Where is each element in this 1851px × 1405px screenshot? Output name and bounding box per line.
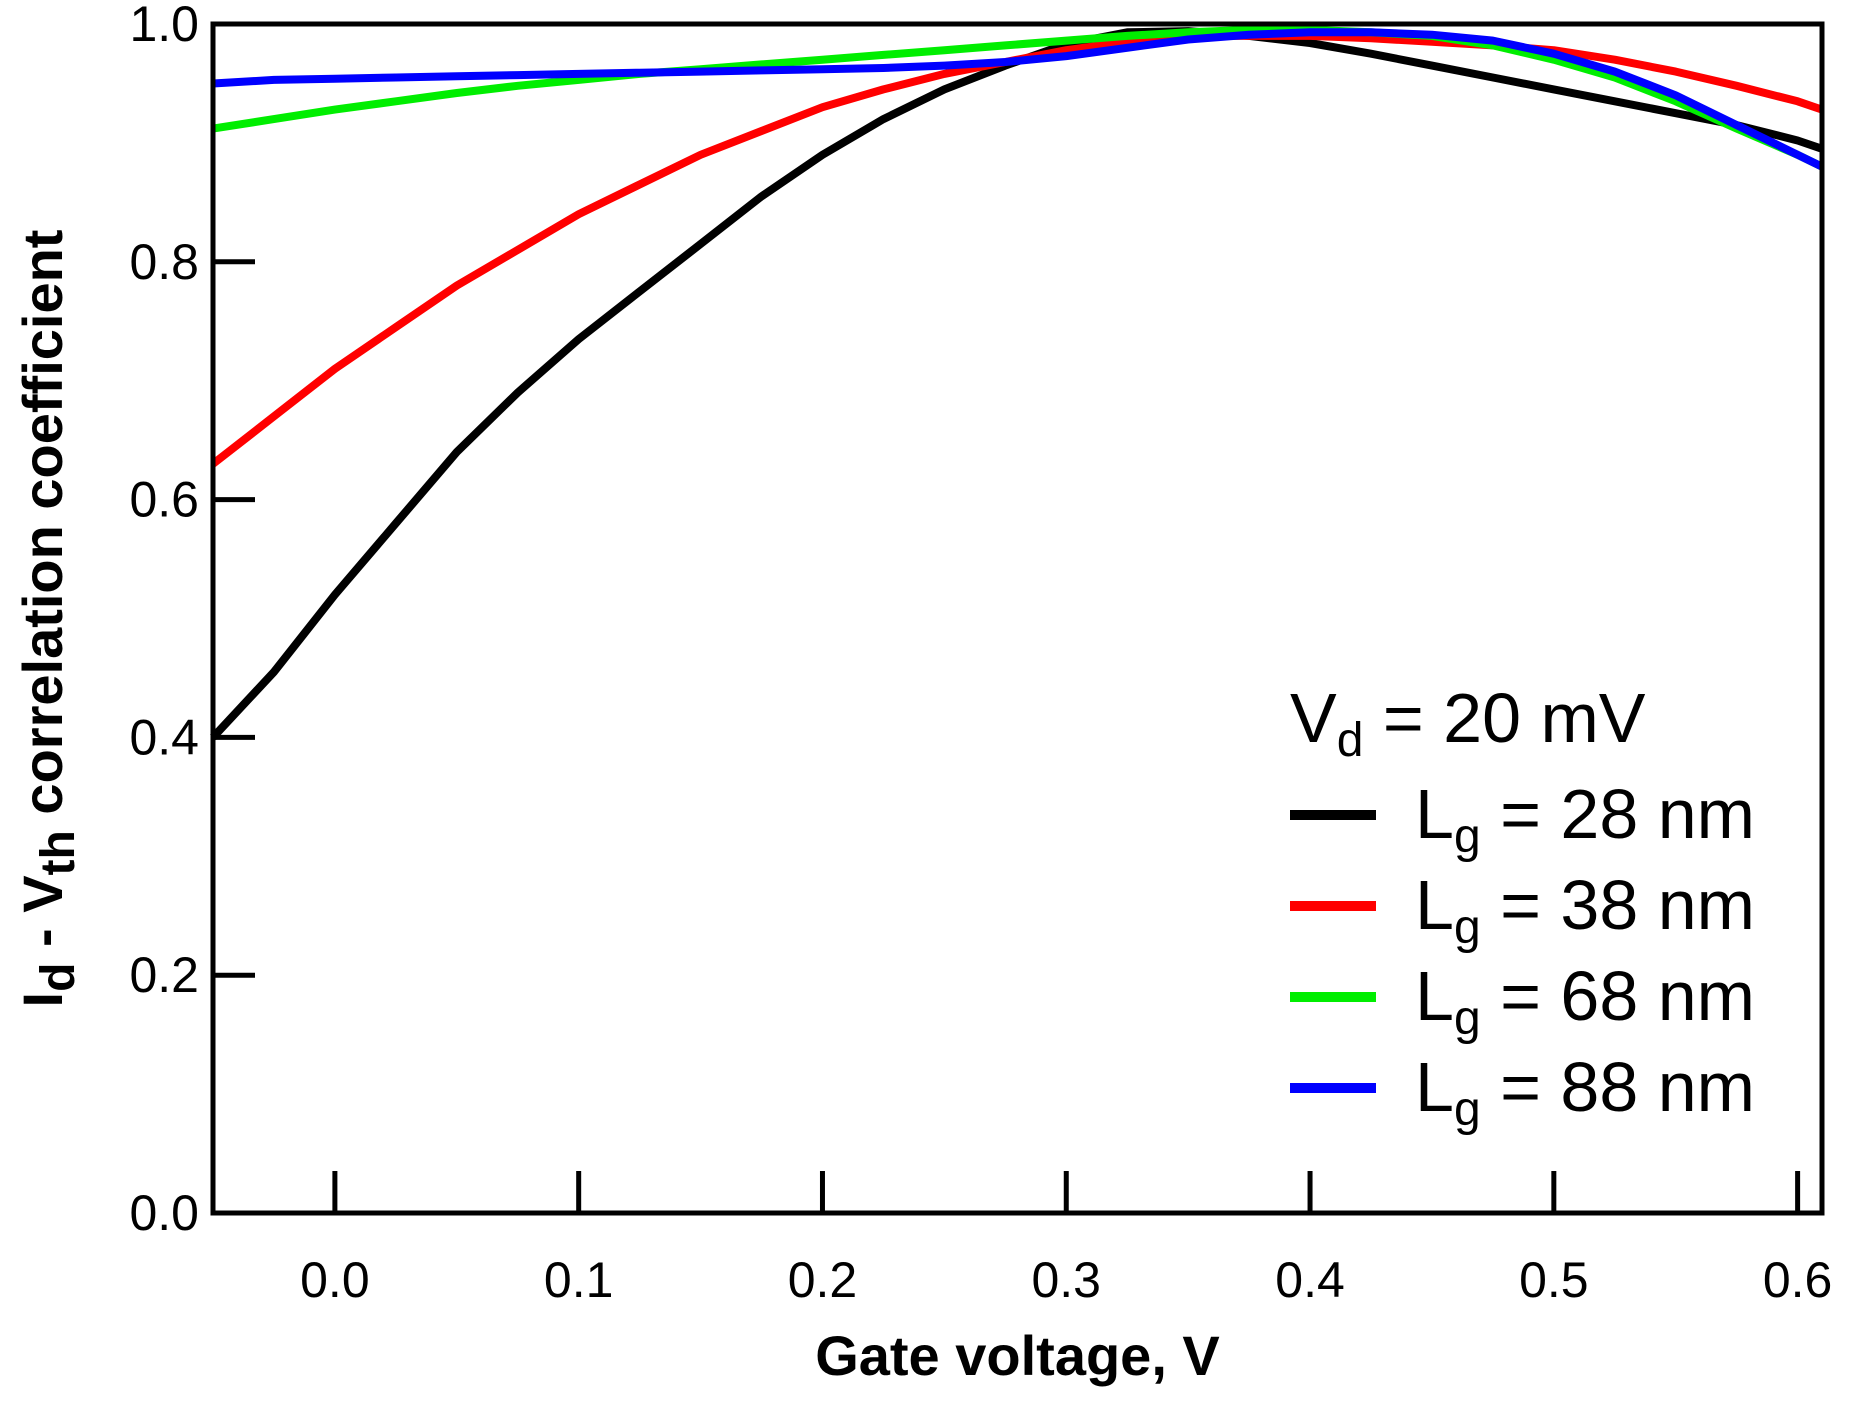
series-layer xyxy=(210,25,1824,741)
legend-label-sub: g xyxy=(1454,992,1481,1045)
ticks-layer: 0.0 0.2 0.4 0.6 0.8 1.0 0.0 0.1 0.2 0.3 0.4 0.5 0.6 xyxy=(129,0,1832,1308)
y-axis-title-sub2: th xyxy=(32,830,85,875)
legend-label-3: Lg = 68 nm xyxy=(1415,957,1755,1045)
y-axis-title-main: I xyxy=(11,992,74,1008)
y-axis-title-sub1: d xyxy=(32,963,85,992)
legend-title-rest: = 20 mV xyxy=(1363,679,1645,757)
legend-title: Vd = 20 mV xyxy=(1290,679,1646,767)
legend-label-rest: = 68 nm xyxy=(1481,957,1755,1035)
y-tick-label: 0.0 xyxy=(129,1185,199,1241)
legend-label-main: L xyxy=(1415,1048,1454,1126)
x-tick-label: 0.5 xyxy=(1519,1252,1589,1308)
y-axis-title-mid: - V xyxy=(11,875,74,962)
y-axis-title: Id - Vth correlation coefficient xyxy=(11,230,85,1008)
legend-label-sub: g xyxy=(1454,810,1481,863)
series-line-3 xyxy=(212,25,1824,171)
series-line-1 xyxy=(210,27,1824,741)
x-tick-label: 0.1 xyxy=(544,1252,614,1308)
x-tick-label: 0.6 xyxy=(1763,1252,1833,1308)
y-tick-label: 0.2 xyxy=(129,947,199,1003)
legend-label-rest: = 28 nm xyxy=(1481,775,1755,853)
x-tick-label: 0.4 xyxy=(1275,1252,1345,1308)
legend-label-4: Lg = 88 nm xyxy=(1415,1048,1755,1136)
legend-label-2: Lg = 38 nm xyxy=(1415,866,1755,954)
legend-label-main: L xyxy=(1415,957,1454,1035)
series-line-2 xyxy=(210,31,1824,468)
plot-frame xyxy=(210,21,1825,1216)
legend-label-main: L xyxy=(1415,775,1454,853)
legend-label-sub: g xyxy=(1454,1083,1481,1136)
y-tick-label: 0.4 xyxy=(129,709,199,765)
legend-label-main: L xyxy=(1415,866,1454,944)
y-tick-label: 1.0 xyxy=(129,0,199,52)
y-axis-title-rest: correlation coefficient xyxy=(11,230,74,831)
y-tick-label: 0.6 xyxy=(129,472,199,528)
x-tick-label: 0.0 xyxy=(300,1252,370,1308)
legend-label-sub: g xyxy=(1454,901,1481,954)
legend-label-1: Lg = 28 nm xyxy=(1415,775,1755,863)
x-tick-label: 0.3 xyxy=(1031,1252,1101,1308)
y-tick-label: 0.8 xyxy=(129,234,199,290)
x-axis-title: Gate voltage, V xyxy=(815,1324,1220,1387)
legend-title-sub: d xyxy=(1337,714,1364,767)
legend-title-main: V xyxy=(1290,679,1337,757)
x-tick-label: 0.2 xyxy=(788,1252,858,1308)
legend-label-rest: = 88 nm xyxy=(1481,1048,1755,1126)
legend-label-rest: = 38 nm xyxy=(1481,866,1755,944)
series-line-4 xyxy=(212,28,1824,171)
